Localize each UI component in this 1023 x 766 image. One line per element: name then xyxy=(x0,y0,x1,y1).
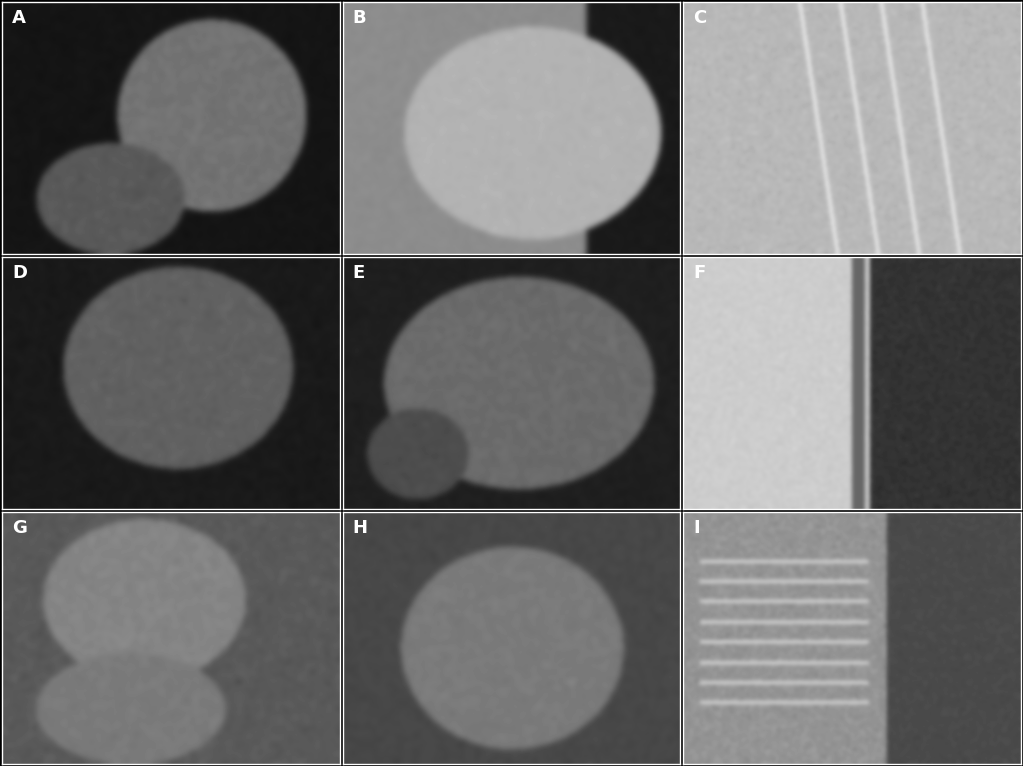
Text: A: A xyxy=(12,9,26,27)
Text: E: E xyxy=(353,264,365,282)
Text: I: I xyxy=(694,519,700,537)
Text: H: H xyxy=(353,519,367,537)
Text: B: B xyxy=(353,9,366,27)
Text: D: D xyxy=(12,264,28,282)
Text: F: F xyxy=(694,264,706,282)
Text: G: G xyxy=(12,519,27,537)
Text: C: C xyxy=(694,9,707,27)
